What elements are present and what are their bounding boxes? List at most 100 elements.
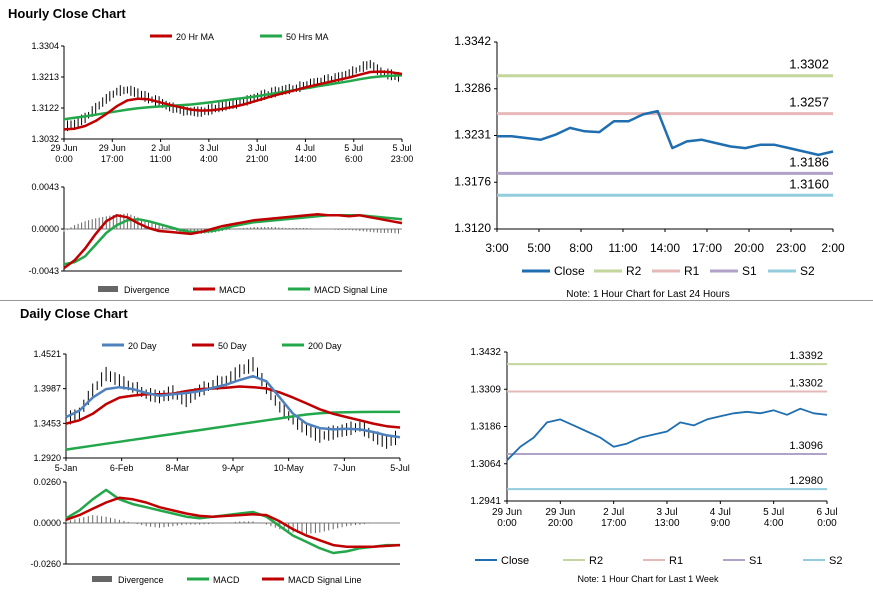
daily-ma-legend-label: 200 Day [308, 341, 342, 351]
daily-ma-ytick-label: 1.3987 [33, 384, 61, 394]
daily-levels-xtick-label: 0:00 [497, 518, 517, 529]
hourly-ma-xtick-label: 29 Jun [99, 143, 126, 153]
hourly-levels-legend-label: Close [554, 264, 585, 278]
daily-ma50-line [65, 385, 401, 429]
daily-ma-ytick-label: 1.4521 [33, 349, 61, 359]
hourly-ma-ytick-label: 1.3122 [31, 103, 59, 113]
hourly-levels-legend-label: S1 [742, 264, 757, 278]
hourly-ma-xtick-label: 3 Jul [248, 143, 267, 153]
hourly-macd-ytick-label: -0.0043 [28, 266, 59, 276]
daily-level-s2-label: 1.2980 [789, 475, 823, 487]
hourly-macd-legend-swatch [98, 286, 118, 292]
daily-levels-xtick-label: 3 Jul [656, 507, 677, 518]
hourly-levels-ytick-label: 1.3342 [454, 34, 491, 48]
hourly-ma-ytick-label: 1.3304 [31, 41, 59, 51]
hourly-macd-ytick-label: 0.0000 [31, 224, 59, 234]
hourly-ma-xtick-label: 4 Jul [296, 143, 315, 153]
hourly-ma-xtick-label: 4:00 [200, 154, 218, 164]
hourly-levels-legend-label: S2 [800, 264, 815, 278]
hourly-ma-xtick-label: 2 Jul [151, 143, 170, 153]
hourly-ma-xtick-label: 6:00 [345, 154, 363, 164]
hourly-levels-xtick-label: 20:00 [734, 241, 764, 255]
daily-ma-ytick-label: 1.2920 [33, 453, 61, 463]
daily-ma-xtick-label: 5-Jan [55, 463, 78, 473]
hourly-levels-xtick-label: 17:00 [692, 241, 722, 255]
hourly-macd-ytick-label: 0.0043 [31, 182, 59, 192]
hourly-ma-xtick-label: 5 Jul [344, 143, 363, 153]
daily-levels-xtick-label: 13:00 [654, 518, 679, 529]
hourly-macd-legend-label: MACD [219, 285, 246, 295]
daily-macd-ytick-label: 0.0260 [33, 477, 61, 487]
hourly-level-r2-label: 1.3302 [789, 57, 829, 72]
hourly-levels-ytick-label: 1.3176 [454, 174, 491, 188]
hourly-ma-legend-label: 20 Hr MA [176, 32, 214, 42]
daily-levels-xtick-label: 4:00 [764, 518, 784, 529]
hourly-macd-line [63, 213, 403, 270]
daily-levels-xtick-label: 17:00 [601, 518, 626, 529]
hourly-levels-xtick-label: 11:00 [608, 241, 637, 255]
daily-levels-ytick-label: 1.3309 [470, 384, 501, 395]
hourly-ma-ytick-label: 1.3213 [31, 72, 59, 82]
hourly-level-r1-label: 1.3257 [789, 95, 829, 110]
daily-ma-xtick-label: 6-Feb [110, 463, 134, 473]
daily-levels-xtick-label: 9:00 [711, 518, 731, 529]
daily-ma-legend-label: 20 Day [128, 341, 157, 351]
hourly-levels-legend-label: R2 [626, 264, 642, 278]
daily-ma-ytick-label: 1.3453 [33, 418, 61, 428]
daily-macd-legend-swatch [92, 576, 112, 582]
daily-levels-legend-label: Close [501, 555, 529, 567]
hourly-ma-xtick-label: 29 Jun [50, 143, 77, 153]
daily-macd-ytick-label: 0.0000 [33, 518, 61, 528]
hourly-ma50-line [63, 74, 403, 121]
daily-levels-ytick-label: 1.3064 [470, 459, 501, 470]
daily-ma-xtick-label: 5-Jul [390, 463, 410, 473]
daily-ma-legend-label: 50 Day [218, 341, 247, 351]
daily-ma200-line [65, 410, 400, 451]
hourly-levels-legend-label: R1 [684, 264, 700, 278]
hourly-ma-legend-label: 50 Hrs MA [286, 32, 329, 42]
daily-macd-legend-label: MACD [213, 575, 240, 585]
daily-levels-legend-label: S1 [749, 555, 762, 567]
daily-macd-ytick-label: -0.0260 [30, 559, 61, 569]
daily-ma-xtick-label: 8-Mar [166, 463, 190, 473]
hourly-ma-ytick-label: 1.3032 [31, 134, 59, 144]
hourly-levels-xtick-label: 8:00 [569, 241, 593, 255]
hourly-levels-xtick-label: 5:00 [527, 241, 551, 255]
daily-levels-xtick-label: 4 Jul [710, 507, 731, 518]
hourly-ma-xtick-label: 21:00 [246, 154, 269, 164]
daily-levels-note: Note: 1 Hour Chart for Last 1 Week [578, 574, 719, 584]
hourly-levels-xtick-label: 14:00 [650, 241, 680, 255]
daily-macd-legend-label: Divergence [118, 575, 164, 585]
daily-levels-ytick-label: 1.3432 [470, 347, 501, 358]
daily-ma-xtick-label: 10-May [274, 463, 305, 473]
hourly-ma-xtick-label: 14:00 [294, 154, 317, 164]
hourly-levels-ytick-label: 1.3231 [454, 128, 491, 142]
daily-ma-xtick-label: 7-Jun [333, 463, 356, 473]
hourly-levels-ytick-label: 1.3120 [454, 221, 491, 235]
hourly-levels-ytick-label: 1.3286 [454, 81, 491, 95]
hourly-levels-note: Note: 1 Hour Chart for Last 24 Hours [566, 289, 729, 300]
hourly-macd-legend-label: MACD Signal Line [314, 285, 388, 295]
daily-level-r2-label: 1.3392 [789, 350, 823, 362]
daily-levels-xtick-label: 2 Jul [603, 507, 624, 518]
hourly-levels-xtick-label: 3:00 [485, 241, 509, 255]
daily-levels-legend-label: S2 [829, 555, 842, 567]
daily-levels-ytick-label: 1.2941 [470, 496, 501, 507]
daily-levels-xtick-label: 29 Jun [545, 507, 575, 518]
daily-levels-xtick-label: 29 Jun [492, 507, 522, 518]
daily-section-title: Daily Close Chart [20, 306, 128, 321]
daily-levels-xtick-label: 0:00 [817, 518, 837, 529]
hourly-section-title: Hourly Close Chart [8, 6, 126, 21]
daily-level-s1-label: 1.3096 [789, 440, 823, 452]
hourly-ma-xtick-label: 17:00 [101, 154, 124, 164]
hourly-ma-xtick-label: 11:00 [150, 154, 172, 164]
hourly-levels-xtick-label: 23:00 [776, 241, 806, 255]
daily-levels-legend-label: R1 [669, 555, 683, 567]
hourly-level-s1-label: 1.3186 [789, 154, 829, 169]
section-divider [0, 300, 873, 301]
daily-levels-ytick-label: 1.3186 [470, 422, 501, 433]
hourly-ma-xtick-label: 0:00 [55, 154, 73, 164]
hourly-level-s2-label: 1.3160 [789, 176, 829, 191]
daily-close-line [506, 407, 828, 461]
daily-levels-legend-label: R2 [589, 555, 603, 567]
